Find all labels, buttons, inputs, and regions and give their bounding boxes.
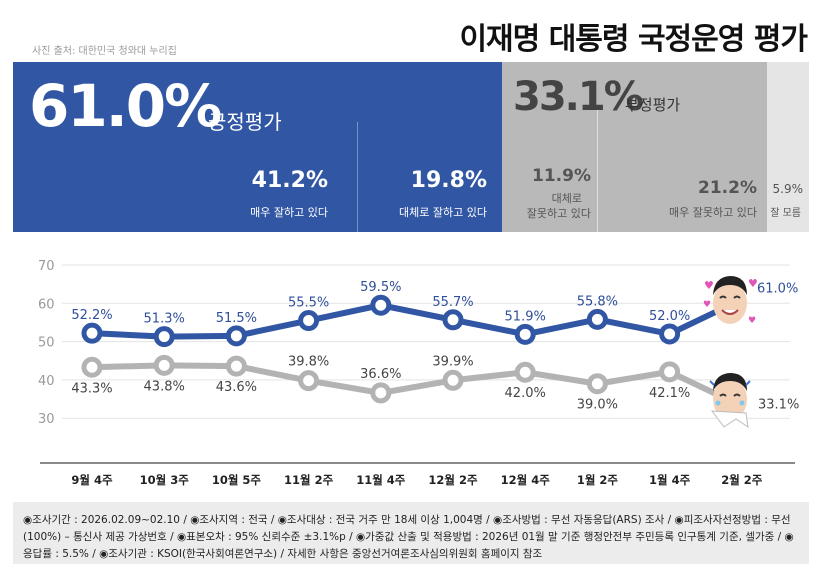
data-label: 55.7% bbox=[432, 295, 473, 310]
data-label: 52.2% bbox=[71, 308, 112, 323]
data-label: 51.9% bbox=[505, 309, 546, 324]
data-label: 43.3% bbox=[71, 381, 112, 396]
x-tick-label: 12월 2주 bbox=[428, 473, 478, 487]
x-tick-label: 9월 4주 bbox=[71, 473, 113, 487]
data-point bbox=[514, 361, 536, 383]
data-label: 52.0% bbox=[649, 309, 690, 324]
data-point bbox=[298, 310, 320, 332]
data-label: 36.6% bbox=[360, 367, 401, 382]
very-bad-label: 매우 잘못하고 있다 bbox=[669, 206, 757, 219]
data-point bbox=[586, 373, 608, 395]
svg-text:♥: ♥ bbox=[704, 279, 714, 292]
positive-total-label: 긍정평가 bbox=[208, 110, 282, 134]
smiling-face-icon: ♥ ♥ ♥ ♥ bbox=[703, 276, 758, 326]
data-label: 39.9% bbox=[432, 354, 473, 369]
dont-know-label: 잘 모름 bbox=[770, 208, 801, 219]
data-label: 55.5% bbox=[288, 296, 329, 311]
data-point bbox=[225, 325, 247, 347]
data-point bbox=[370, 382, 392, 404]
data-label: 39.8% bbox=[288, 355, 329, 370]
y-tick-label: 70 bbox=[38, 259, 55, 274]
data-label: 43.6% bbox=[216, 380, 257, 395]
data-label: 42.0% bbox=[505, 386, 546, 401]
svg-text:♥: ♥ bbox=[748, 277, 758, 290]
x-tick-label: 1월 4주 bbox=[649, 473, 691, 487]
data-point bbox=[659, 323, 681, 345]
somewhat-good-value: 19.8% bbox=[410, 168, 487, 193]
data-point bbox=[370, 294, 392, 316]
somewhat-bad-value: 11.9% bbox=[532, 166, 591, 186]
very-good-value: 41.2% bbox=[251, 168, 328, 193]
data-label: 51.3% bbox=[144, 312, 185, 327]
data-label: 61.0% bbox=[757, 281, 798, 296]
data-label: 59.5% bbox=[360, 280, 401, 295]
data-label: 55.8% bbox=[577, 294, 618, 309]
dont-know-value: 5.9% bbox=[772, 182, 804, 196]
very-bad-value: 21.2% bbox=[698, 178, 757, 198]
somewhat-good-label: 대체로 잘하고 있다 bbox=[399, 206, 487, 219]
trend-chart: 70 60 50 40 30 9월 4주 10월 3주 10월 5주 11월 2주 11월 4주 1… bbox=[0, 235, 821, 500]
positive-segment bbox=[13, 62, 502, 232]
data-point bbox=[225, 355, 247, 377]
survey-footer-text: ◉조사기간 : 2026.02.09~02.10 / ◉조사지역 : 전국 / … bbox=[23, 514, 794, 560]
trend-chart-svg: 70 60 50 40 30 9월 4주 10월 3주 10월 5주 11월 2주 11월 4주 1… bbox=[38, 259, 799, 487]
series-line-positive bbox=[89, 296, 745, 340]
positive-total-value: 61.0% bbox=[29, 72, 222, 140]
x-tick-label: 11월 2주 bbox=[284, 473, 334, 487]
somewhat-bad-label-1: 대체로 bbox=[551, 192, 582, 205]
data-point bbox=[442, 309, 464, 331]
x-tick-label: 12월 4주 bbox=[501, 473, 551, 487]
data-label: 42.1% bbox=[649, 386, 690, 401]
summary-bar-panel: 61.0% 긍정평가 33.1% 부정평가 41.2% 매우 잘하고 있다 19… bbox=[13, 62, 809, 232]
survey-footer: ◉조사기간 : 2026.02.09~02.10 / ◉조사지역 : 전국 / … bbox=[13, 502, 809, 564]
divider bbox=[597, 110, 598, 232]
somewhat-bad-label-2: 잘못하고 있다 bbox=[526, 207, 591, 220]
negative-total-label: 부정평가 bbox=[625, 96, 681, 114]
y-tick-label: 40 bbox=[38, 374, 55, 389]
data-point bbox=[514, 323, 536, 345]
y-tick-label: 30 bbox=[38, 412, 55, 427]
x-tick-label: 1월 2주 bbox=[577, 473, 619, 487]
dont-know-segment bbox=[767, 62, 809, 232]
divider bbox=[357, 122, 358, 232]
data-label: 43.8% bbox=[144, 379, 185, 394]
data-label: 33.1% bbox=[758, 397, 799, 412]
y-tick-label: 50 bbox=[38, 336, 55, 351]
page-title: 이재명 대통령 국정운영 평가 bbox=[459, 22, 808, 57]
x-tick-label: 10월 3주 bbox=[140, 473, 190, 487]
x-tick-label: 11월 4주 bbox=[356, 473, 406, 487]
data-point bbox=[586, 308, 608, 330]
svg-text:♥: ♥ bbox=[703, 300, 711, 310]
data-point bbox=[442, 369, 464, 391]
y-tick-label: 60 bbox=[38, 297, 55, 312]
data-label: 51.5% bbox=[216, 311, 257, 326]
data-point bbox=[81, 322, 103, 344]
series-line-negative bbox=[89, 362, 745, 410]
data-point bbox=[659, 361, 681, 383]
very-good-label: 매우 잘하고 있다 bbox=[250, 206, 328, 219]
x-tick-label: 2월 2주 bbox=[721, 473, 763, 487]
svg-text:♥: ♥ bbox=[748, 316, 756, 326]
crying-face-icon bbox=[709, 373, 751, 429]
x-tick-label: 10월 5주 bbox=[212, 473, 262, 487]
data-point bbox=[298, 370, 320, 392]
data-label: 39.0% bbox=[577, 398, 618, 413]
negative-total-value: 33.1% bbox=[513, 74, 644, 120]
data-point bbox=[153, 354, 175, 376]
negative-segment bbox=[502, 62, 767, 232]
photo-credit: 사진 출처: 대한민국 청와대 누리집 bbox=[32, 46, 177, 57]
data-point bbox=[81, 356, 103, 378]
data-point bbox=[153, 326, 175, 348]
